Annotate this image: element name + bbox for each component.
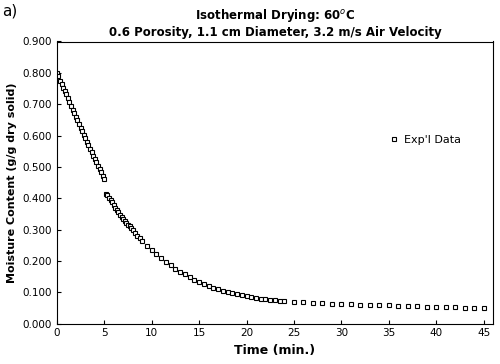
Line: Exp'l Data: Exp'l Data: [55, 71, 486, 310]
Exp'l Data: [102, 177, 107, 181]
Title: Isothermal Drying: 60$^o$C
0.6 Porosity, 1.1 cm Diameter, 3.2 m/s Air Velocity: Isothermal Drying: 60$^o$C 0.6 Porosity,…: [108, 7, 442, 39]
Exp'l Data: [54, 71, 60, 75]
Exp'l Data: [395, 304, 401, 308]
Y-axis label: Moisture Content (g/g dry solid): Moisture Content (g/g dry solid): [7, 82, 17, 283]
Exp'l Data: [442, 305, 448, 309]
Exp'l Data: [137, 236, 143, 241]
Exp'l Data: [480, 306, 486, 310]
X-axis label: Time (min.): Time (min.): [234, 344, 316, 357]
Text: a): a): [2, 4, 18, 19]
Exp'l Data: [58, 82, 64, 86]
Legend: Exp'l Data: Exp'l Data: [384, 131, 466, 150]
Exp'l Data: [95, 163, 101, 168]
